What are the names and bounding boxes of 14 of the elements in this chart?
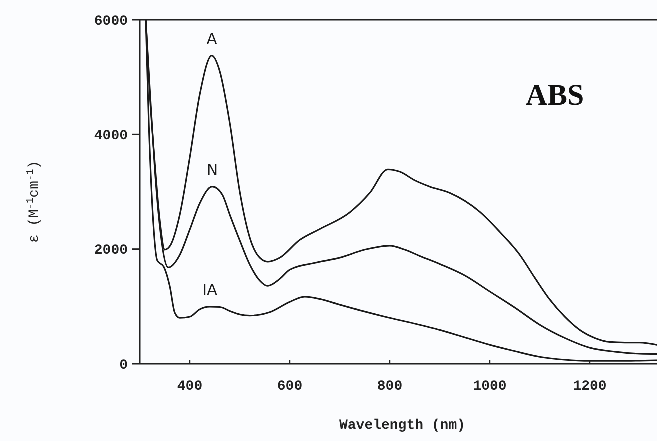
x-tick-label: 400 <box>177 379 203 395</box>
y-tick-label: 0 <box>120 358 128 374</box>
y-tick-label: 4000 <box>94 128 128 145</box>
x-axis-title: Wavelength (nm) <box>339 418 466 434</box>
y-tick-label: 6000 <box>94 14 128 30</box>
y-tick-label: 2000 <box>94 243 128 260</box>
annotation: ABS <box>526 79 584 112</box>
series-label: A <box>206 30 218 48</box>
x-tick-label: 800 <box>377 379 403 395</box>
x-tick-label: 1200 <box>573 379 607 395</box>
x-tick-label: 600 <box>277 379 303 395</box>
series-label: IA <box>202 280 218 299</box>
series-label: N <box>206 160 218 179</box>
x-tick-label: 1000 <box>473 379 507 395</box>
